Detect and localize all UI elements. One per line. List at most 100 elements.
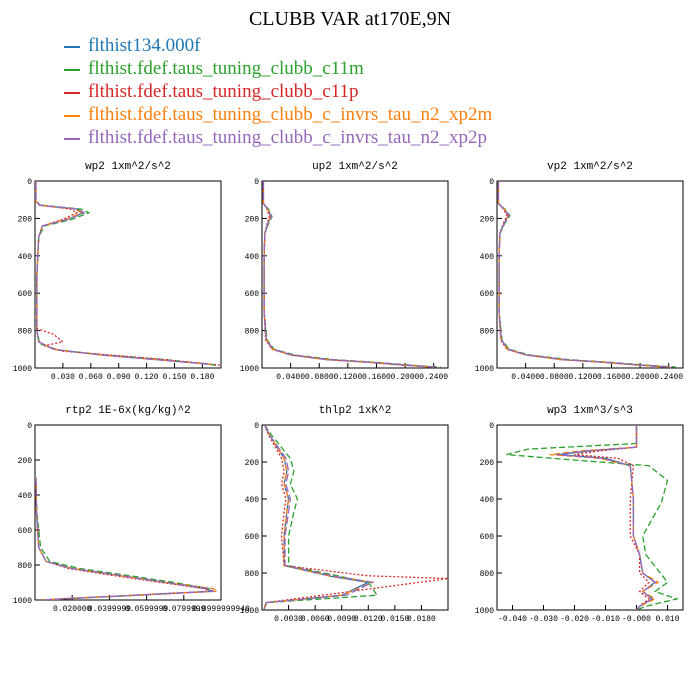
plot-frame: [496, 180, 684, 369]
legend-swatch: [64, 114, 80, 117]
plot-frame: [496, 424, 684, 611]
series-line: [558, 425, 657, 610]
series-line: [263, 425, 379, 610]
y-tick-label: 600: [480, 533, 495, 542]
y-tick-label: 0: [254, 422, 259, 431]
y-tick-label: 600: [245, 533, 260, 542]
subplot: thlp2 1xK^2 0 200 400 600 800 1000 0.00300.0060…: [240, 405, 449, 624]
series-line: [506, 425, 680, 610]
legend-entry: flthist134.000f: [64, 34, 492, 57]
x-tick-label: 0.020000: [53, 605, 92, 614]
series-line: [35, 181, 212, 365]
x-tick-label: 0.090: [107, 373, 131, 382]
x-tick-label: -0.040: [498, 615, 527, 624]
legend-swatch: [64, 91, 80, 94]
subplot: wp2 1xm^2/s^2 0 200 400 600 800 1000 0.030 0.060…: [13, 161, 222, 382]
y-tick-label: 200: [245, 215, 260, 224]
x-tick-label: 0.0399999: [88, 605, 131, 614]
series-line: [262, 181, 434, 368]
y-tick-label: 400: [18, 492, 33, 501]
y-tick-label: 600: [18, 290, 33, 299]
subplot-title: up2 1xm^2/s^2: [312, 161, 398, 173]
x-tick-label: -0.000: [622, 615, 651, 624]
series-line: [262, 181, 434, 368]
x-tick-label: 0.150: [162, 373, 186, 382]
legend-label: flthist.fdef.taus_tuning_clubb_c11p: [88, 81, 359, 102]
legend-swatch: [64, 68, 80, 71]
y-tick-label: 1000: [475, 365, 494, 374]
series-line: [555, 425, 657, 610]
legend-label: flthist.fdef.taus_tuning_clubb_c_invrs_t…: [88, 104, 493, 125]
x-tick-label: -0.020: [560, 615, 589, 624]
x-tick-label: 0.2000: [626, 373, 655, 382]
x-tick-label: 0.120: [135, 373, 159, 382]
legend-entry: flthist.fdef.taus_tuning_clubb_c11p: [64, 80, 492, 103]
legend-swatch: [64, 45, 80, 48]
series-line: [497, 181, 673, 368]
y-tick-label: 200: [18, 215, 33, 224]
x-tick-label: 0.1200: [333, 373, 362, 382]
subplot: vp2 1xm^2/s^2 0 200 400 600 800 1000 0.0400 0.08…: [475, 161, 684, 382]
y-tick-label: 800: [480, 570, 495, 579]
x-tick-label: 0.2400: [419, 373, 448, 382]
x-tick-label: 0.180: [190, 373, 214, 382]
x-tick-label: 0.2000: [391, 373, 420, 382]
y-tick-label: 1000: [13, 597, 32, 606]
y-tick-label: 0: [254, 178, 259, 187]
series-line: [263, 425, 375, 610]
y-tick-label: 400: [18, 253, 33, 262]
x-tick-label: -0.030: [529, 615, 558, 624]
x-tick-label: 0.0150: [380, 615, 409, 624]
series-line: [35, 477, 216, 600]
x-tick-label: 0.0999999940: [192, 605, 250, 614]
y-tick-label: 200: [18, 457, 33, 466]
series-line: [263, 425, 371, 610]
series-line: [35, 477, 220, 600]
legend-entry: flthist.fdef.taus_tuning_clubb_c11m: [64, 57, 492, 80]
y-tick-label: 0: [489, 422, 494, 431]
legend-entry: flthist.fdef.taus_tuning_clubb_c_invrs_t…: [64, 126, 492, 149]
y-tick-label: 800: [480, 328, 495, 337]
x-tick-label: 0.0090: [327, 615, 356, 624]
plot-frame: [34, 180, 222, 369]
y-tick-label: 600: [18, 527, 33, 536]
x-tick-label: 0.1600: [362, 373, 391, 382]
legend-entry: flthist.fdef.taus_tuning_clubb_c_invrs_t…: [64, 103, 492, 126]
series-line: [35, 477, 213, 600]
x-tick-label: 0.1600: [597, 373, 626, 382]
x-tick-label: 0.0400: [276, 373, 305, 382]
y-tick-label: 1000: [475, 607, 494, 616]
y-tick-label: 400: [480, 496, 495, 505]
x-tick-label: 0.030: [51, 373, 75, 382]
y-tick-label: 0: [489, 178, 494, 187]
y-tick-label: 400: [245, 253, 260, 262]
y-tick-label: 1000: [240, 365, 259, 374]
y-tick-label: 600: [245, 290, 260, 299]
subplot-title: vp2 1xm^2/s^2: [547, 161, 633, 173]
y-tick-label: 1000: [240, 607, 259, 616]
y-tick-label: 600: [480, 290, 495, 299]
x-tick-label: 0.0799999: [162, 605, 205, 614]
x-tick-label: 0.0120: [354, 615, 383, 624]
x-tick-label: 0.0400: [511, 373, 540, 382]
series-line: [263, 425, 376, 610]
series-line: [262, 181, 434, 368]
subplot: rtp2 1E-6x(kg/kg)^2 0 200 400 600 800 1000 0.02…: [13, 405, 250, 614]
series-line: [35, 181, 221, 366]
legend-label: flthist.fdef.taus_tuning_clubb_c11m: [88, 58, 364, 79]
y-tick-label: 1000: [13, 365, 32, 374]
plot-frame: [261, 180, 449, 369]
subplot-title: rtp2 1E-6x(kg/kg)^2: [65, 405, 190, 417]
x-tick-label: -0.010: [591, 615, 620, 624]
legend-label: flthist134.000f: [88, 35, 201, 56]
x-tick-label: 0.0030: [274, 615, 303, 624]
y-tick-label: 0: [27, 422, 32, 431]
series-line: [497, 181, 676, 368]
x-tick-label: 0.060: [79, 373, 103, 382]
y-tick-label: 0: [27, 178, 32, 187]
x-tick-label: 0.0599999: [125, 605, 168, 614]
x-tick-label: 0.0800: [540, 373, 569, 382]
plot-frame: [34, 424, 222, 601]
series-line: [497, 181, 669, 368]
